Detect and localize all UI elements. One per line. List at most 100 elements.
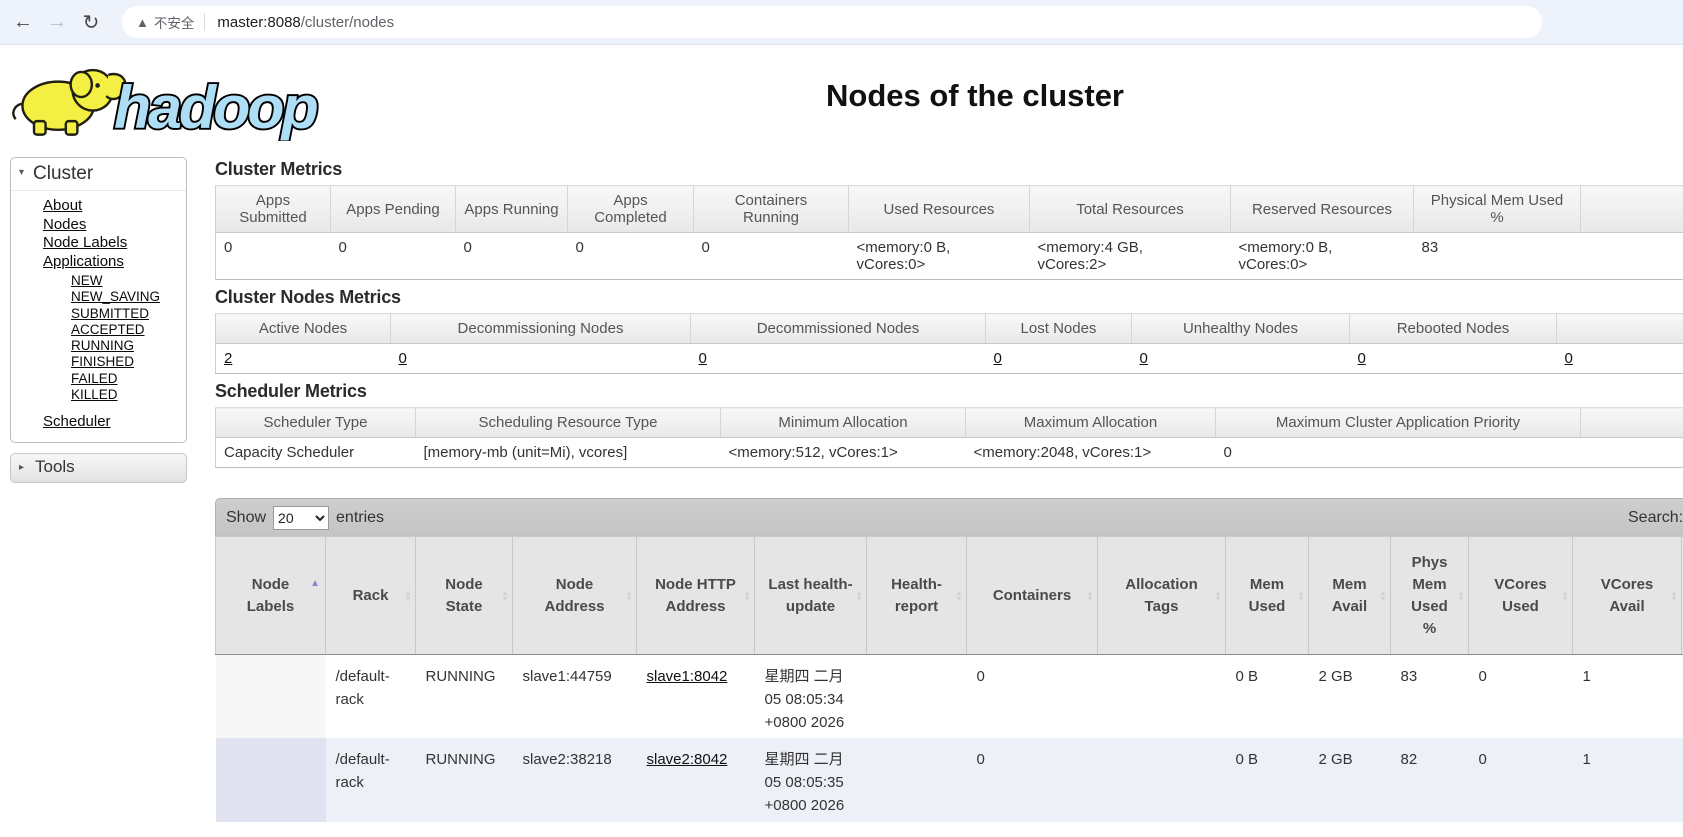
sidebar-item-applications[interactable]: Applications	[43, 252, 124, 270]
col-health-report[interactable]: Health-report ▲ ▼	[866, 536, 967, 655]
col-maximum-allocation: Maximum Allocation	[965, 407, 1216, 438]
physical-mem-used-value: 83	[1413, 232, 1581, 280]
col-node-labels[interactable]: Node Labels ▲	[215, 536, 326, 655]
chevron-down-icon: ▾	[19, 167, 25, 178]
sidebar: ▾ Cluster About Nodes Node Labels Applic…	[10, 157, 187, 484]
cluster-nodes-metrics-table: Active Nodes Decommissioning Nodes Decom…	[215, 313, 1683, 374]
health-report-cell	[867, 738, 967, 822]
apps-completed-value: 0	[567, 232, 694, 280]
col-max-cluster-app-priority: Maximum Cluster Application Priority	[1215, 407, 1581, 438]
reserved-resources-value: <memory:0 B, vCores:0>	[1230, 232, 1414, 280]
sidebar-item-node-labels[interactable]: Node Labels	[43, 234, 128, 251]
sidebar-item-new-saving[interactable]: NEW_SAVING	[71, 289, 161, 305]
chip-divider	[204, 13, 206, 31]
sidebar-item-killed[interactable]: KILLED	[71, 387, 118, 403]
hadoop-logo: hadoop	[8, 55, 326, 146]
sidebar-item-submitted[interactable]: SUBMITTED	[71, 305, 150, 321]
back-icon[interactable]: ←	[13, 10, 33, 33]
unhealthy-nodes-link[interactable]: 0	[1139, 350, 1148, 367]
chevron-right-icon: ▸	[19, 462, 25, 474]
address-bar[interactable]: ▲︎ 不安全 master:8088 /cluster/nodes	[122, 6, 1542, 38]
security-chip[interactable]: ▲︎ 不安全	[136, 12, 194, 32]
col-allocation-tags[interactable]: Allocation Tags ▲ ▼	[1097, 536, 1226, 655]
security-badge-label: 不安全	[153, 16, 195, 31]
decommissioned-nodes-value: 0	[690, 343, 986, 374]
vcores-avail-cell: 1	[1582, 751, 1591, 768]
last-health-update-cell: 星期四 二月 05 08:05:35 +0800 2026	[764, 751, 845, 814]
sidebar-item-scheduler[interactable]: Scheduler	[43, 413, 111, 431]
col-total-resources: Total Resources	[1029, 185, 1231, 233]
node-address-cell: slave2:38218	[522, 751, 612, 768]
sidebar-item-nodes[interactable]: Nodes	[43, 215, 87, 233]
col-vcores-avail[interactable]: VCores Avail ▲ ▼	[1572, 536, 1682, 655]
col-phys-mem-used[interactable]: Phys Mem Used % ▲ ▼	[1390, 536, 1469, 655]
decommissioning-nodes-link[interactable]: 0	[398, 350, 407, 367]
cluster-nav-box: ▾ Cluster About Nodes Node Labels Applic…	[10, 157, 187, 444]
sort-icons: ▲ ▼	[625, 587, 633, 603]
node-http-address-cell: slave2:8042	[637, 738, 755, 822]
col-used-resources: Used Resources	[848, 185, 1030, 233]
col-node-state[interactable]: Node State ▲ ▼	[415, 536, 513, 655]
col-mem-avail[interactable]: Mem Avail ▲ ▼	[1308, 536, 1391, 655]
sidebar-section-tools[interactable]: ▸ Tools	[10, 453, 187, 484]
table-header-row: Scheduler Type Scheduling Resource Type …	[215, 407, 1683, 438]
decommissioning-nodes-value: 0	[390, 343, 691, 374]
decommissioned-nodes-link[interactable]: 0	[698, 350, 707, 367]
page-size-select[interactable]: 20	[273, 505, 330, 530]
sidebar-item-about[interactable]: About	[43, 197, 83, 214]
containers-running-value: 0	[693, 232, 849, 280]
nodes-table: Node Labels ▲ Rack ▲ ▼ Node State ▲ ▼ Node Ad…	[215, 536, 1683, 822]
sidebar-item-accepted[interactable]: ACCEPTED	[71, 321, 145, 337]
table-row: Capacity Scheduler [memory-mb (unit=Mi),…	[215, 437, 1683, 468]
node-http-link[interactable]: slave2:8042	[646, 751, 728, 768]
browser-toolbar: ← → ↻ ▲︎ 不安全 master:8088 /cluster/nodes	[0, 0, 1683, 45]
scheduler-link-wrap: Scheduler	[11, 413, 186, 430]
table-header-row: Node Labels ▲ Rack ▲ ▼ Node State ▲ ▼ Node Ad…	[215, 536, 1683, 655]
col-rack[interactable]: Rack ▲ ▼	[325, 536, 416, 655]
active-nodes-link[interactable]: 2	[224, 350, 233, 367]
sidebar-item-running[interactable]: RUNNING	[71, 338, 134, 354]
page-title: Nodes of the cluster	[826, 78, 1124, 113]
col-cutoff	[1580, 407, 1683, 438]
scheduler-metrics-heading: Scheduler Metrics	[215, 381, 367, 401]
sidebar-section-cluster[interactable]: ▾ Cluster	[11, 158, 186, 191]
health-report-cell	[867, 655, 967, 739]
allocation-tags-cell	[1098, 738, 1226, 822]
entries-label: entries	[336, 508, 385, 526]
shutdown-nodes-link[interactable]: 0	[1564, 350, 1573, 367]
cluster-header-label: Cluster	[33, 163, 94, 184]
shutdown-nodes-value: 0	[1556, 343, 1683, 374]
col-mem-used[interactable]: Mem Used ▲ ▼	[1225, 536, 1309, 655]
table-row: /default-rack RUNNING slave2:38218 slave…	[215, 738, 1683, 822]
sidebar-item-new[interactable]: NEW	[71, 273, 103, 288]
col-node-http-address[interactable]: Node HTTP Address ▲ ▼	[636, 536, 755, 655]
lost-nodes-link[interactable]: 0	[993, 350, 1002, 367]
sort-icons: ▲ ▼	[404, 587, 412, 603]
sidebar-item-failed[interactable]: FAILED	[71, 370, 118, 386]
sidebar-item-finished[interactable]: FINISHED	[71, 354, 135, 370]
apps-submitted-value: 0	[215, 232, 331, 280]
sort-icons: ▲ ▼	[955, 587, 963, 603]
col-node-address[interactable]: Node Address ▲ ▼	[512, 536, 637, 655]
col-decommissioning-nodes: Decommissioning Nodes	[390, 313, 691, 344]
col-vcores-used[interactable]: VCores Used ▲ ▼	[1468, 536, 1573, 655]
search-area: Search:	[1628, 506, 1683, 530]
reload-icon[interactable]: ↻	[82, 11, 100, 34]
warning-icon: ▲︎	[136, 14, 149, 30]
hadoop-elephant-icon: hadoop	[12, 68, 322, 143]
mem-avail-cell: 2 GB	[1318, 751, 1353, 768]
table-row: 0 0 0 0 0 <memory:0 B, vCores:0> <memory…	[215, 232, 1683, 280]
col-scheduler-type: Scheduler Type	[215, 407, 416, 438]
total-resources-value: <memory:4 GB, vCores:2>	[1029, 232, 1231, 280]
node-http-link[interactable]: slave1:8042	[646, 668, 728, 685]
col-last-health-update[interactable]: Last health-update ▲ ▼	[754, 536, 867, 655]
col-active-nodes: Active Nodes	[215, 313, 391, 344]
col-scheduling-resource-type: Scheduling Resource Type	[415, 407, 721, 438]
col-containers-running: Containers Running	[693, 185, 849, 233]
maximum-allocation-value: <memory:2048, vCores:1>	[965, 437, 1216, 468]
cluster-metrics-heading: Cluster Metrics	[215, 159, 343, 179]
phys-mem-used-cell: 83	[1400, 668, 1418, 685]
rebooted-nodes-link[interactable]: 0	[1357, 350, 1366, 367]
col-containers[interactable]: Containers ▲ ▼	[966, 536, 1098, 655]
forward-icon[interactable]: →	[47, 10, 67, 33]
